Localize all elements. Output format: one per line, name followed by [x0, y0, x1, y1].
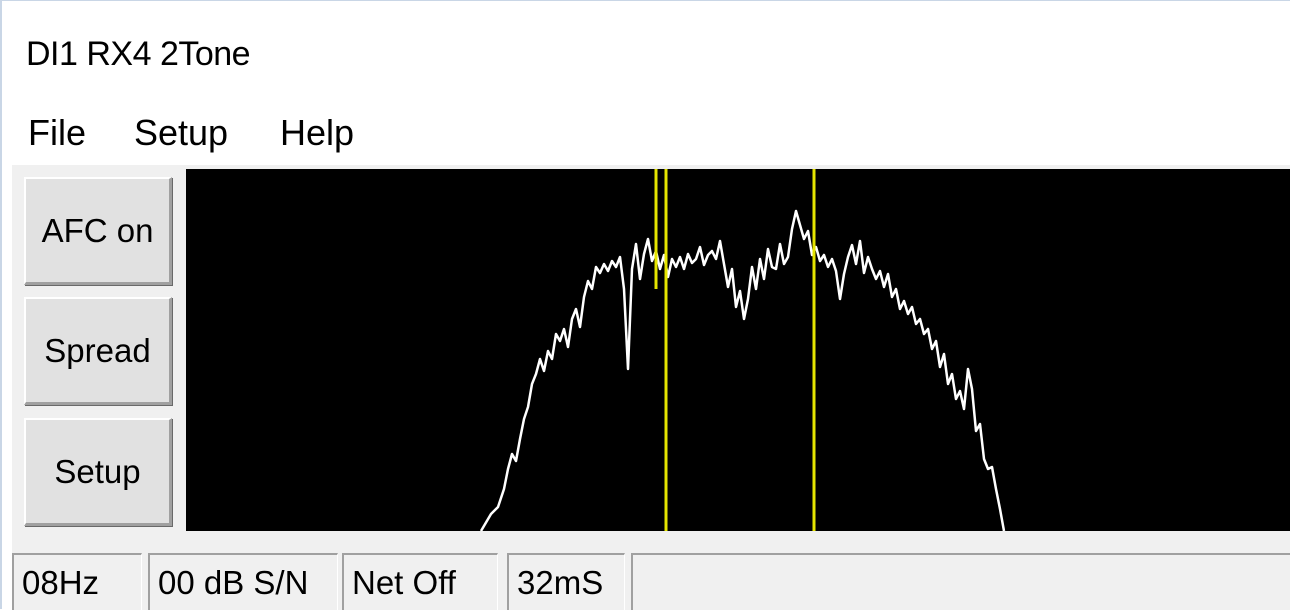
status-time: 32mS [507, 553, 625, 610]
afc-button[interactable]: AFC on [24, 177, 172, 285]
menu-file[interactable]: File [28, 112, 87, 153]
status-message [631, 553, 1290, 610]
status-net: Net Off [342, 553, 498, 610]
menu-bar: File Setup Help [2, 106, 1290, 160]
spread-button[interactable]: Spread [24, 297, 172, 405]
setup-button[interactable]: Setup [24, 418, 172, 526]
status-bar: 08Hz 00 dB S/N Net Off 32mS [12, 546, 1290, 610]
spectrum-plot [479, 169, 1006, 532]
client-area: AFC on Spread Setup [12, 165, 1290, 546]
window-title: DI1 RX4 2Tone [26, 35, 251, 73]
status-snr: 00 dB S/N [148, 553, 338, 610]
status-offset: 08Hz [12, 553, 142, 610]
spectrum-trace [479, 209, 1006, 532]
menu-setup[interactable]: Setup [134, 112, 229, 153]
spectrum-display[interactable] [186, 169, 1290, 532]
menu-help[interactable]: Help [280, 112, 355, 153]
